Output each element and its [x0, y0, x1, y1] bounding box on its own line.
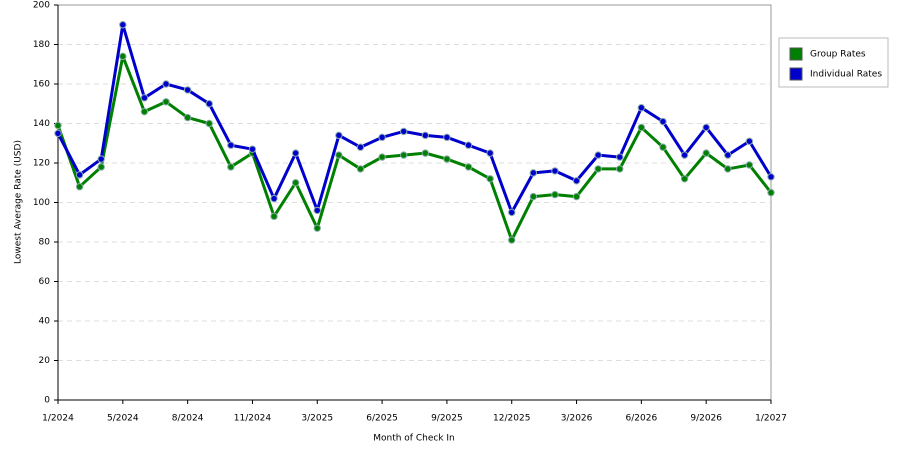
point — [680, 151, 689, 159]
y-tick-label: 100 — [33, 198, 50, 208]
x-tick-label: 5/2024 — [107, 414, 139, 424]
point — [291, 179, 300, 187]
point — [119, 52, 127, 61]
point — [140, 107, 149, 116]
point — [551, 167, 559, 175]
series-line — [56, 23, 773, 214]
point — [508, 208, 516, 217]
point — [572, 192, 581, 201]
point — [594, 165, 602, 173]
x-tick-label: 1/2027 — [755, 414, 787, 424]
point — [551, 190, 559, 199]
point — [680, 175, 689, 183]
point — [227, 163, 235, 171]
x-tick-label: 8/2024 — [172, 414, 204, 424]
y-tick-label: 60 — [39, 277, 51, 287]
point — [75, 183, 84, 191]
y-tick-label: 20 — [39, 356, 51, 366]
point — [162, 80, 170, 88]
point — [421, 131, 430, 140]
point — [119, 21, 127, 29]
point — [54, 129, 62, 138]
point — [205, 100, 213, 108]
point — [529, 192, 538, 201]
legend-swatch — [789, 47, 803, 61]
legend-swatch — [789, 67, 803, 81]
point — [399, 151, 408, 159]
point — [745, 137, 754, 145]
point — [183, 86, 192, 94]
point — [616, 165, 624, 173]
point — [378, 153, 386, 161]
point — [594, 151, 602, 159]
point — [659, 117, 667, 126]
point — [183, 113, 192, 122]
point — [162, 98, 170, 106]
x-tick-label: 3/2026 — [561, 414, 593, 424]
point — [313, 224, 321, 232]
series-line — [56, 54, 773, 242]
x-tick-label: 1/2024 — [42, 414, 74, 424]
point — [421, 149, 430, 157]
point — [637, 104, 646, 112]
point — [270, 212, 278, 221]
x-tick-label: 12/2025 — [493, 414, 530, 424]
point — [724, 165, 732, 173]
point — [486, 175, 494, 183]
point — [291, 149, 300, 157]
point — [702, 123, 710, 132]
legend-label: Individual Rates — [810, 70, 882, 80]
x-axis-title: Month of Check In — [373, 434, 455, 444]
y-axis-title: Lowest Average Rate (USD) — [14, 140, 24, 264]
point — [75, 171, 84, 179]
x-tick-label: 9/2025 — [431, 414, 463, 424]
x-tick-label: 9/2026 — [690, 414, 722, 424]
point — [54, 121, 62, 130]
point — [248, 145, 257, 153]
x-tick-label: 6/2026 — [626, 414, 658, 424]
point — [140, 94, 149, 102]
point — [486, 149, 494, 157]
y-tick-label: 80 — [39, 238, 51, 248]
point — [529, 169, 538, 177]
x-tick-label: 11/2024 — [234, 414, 272, 424]
point — [659, 143, 667, 151]
x-tick-label: 6/2025 — [366, 414, 398, 424]
point — [227, 141, 235, 149]
point — [724, 151, 732, 159]
point — [616, 153, 624, 161]
y-tick-label: 180 — [33, 40, 50, 50]
point — [378, 133, 386, 142]
point — [508, 236, 516, 244]
y-tick-label: 140 — [33, 119, 50, 129]
point — [464, 141, 473, 149]
point — [97, 155, 105, 163]
legend-label: Group Rates — [810, 50, 866, 60]
point — [637, 123, 646, 132]
point — [205, 119, 213, 128]
point — [767, 188, 775, 197]
y-tick-label: 40 — [39, 317, 51, 327]
point — [443, 133, 451, 142]
point — [335, 131, 343, 140]
point — [745, 161, 754, 169]
y-tick-label: 120 — [33, 159, 50, 169]
point — [399, 127, 408, 136]
point — [356, 143, 365, 151]
point — [702, 149, 710, 157]
point — [313, 206, 321, 215]
point — [767, 173, 775, 181]
y-tick-label: 160 — [33, 80, 50, 90]
point — [443, 155, 451, 163]
y-tick-label: 0 — [44, 396, 50, 406]
point — [464, 163, 473, 171]
point — [270, 194, 278, 203]
point — [572, 177, 581, 185]
y-tick-label: 200 — [33, 1, 50, 11]
x-tick-label: 3/2025 — [301, 414, 333, 424]
point — [335, 151, 343, 159]
point — [356, 165, 365, 173]
point — [97, 163, 105, 171]
